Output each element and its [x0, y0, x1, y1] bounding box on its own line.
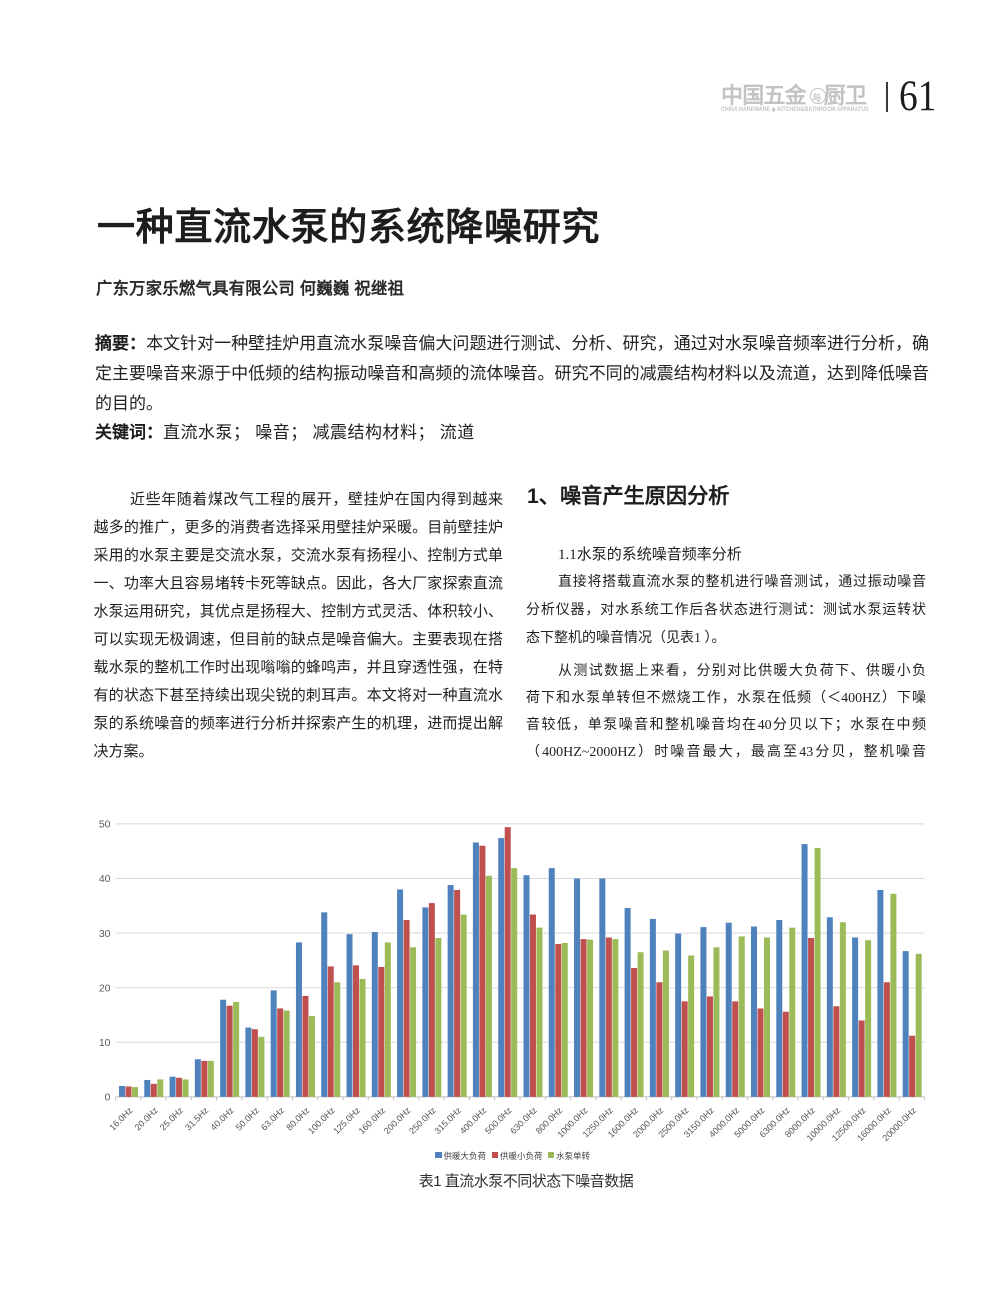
svg-text:50: 50 — [99, 819, 111, 831]
svg-text:50.0Hz: 50.0Hz — [234, 1105, 262, 1133]
svg-text:10: 10 — [99, 1037, 111, 1049]
svg-text:40.0Hz: 40.0Hz — [208, 1105, 236, 1133]
svg-text:0: 0 — [105, 1092, 111, 1104]
svg-text:25.0Hz: 25.0Hz — [158, 1105, 186, 1133]
svg-text:63.0Hz: 63.0Hz — [259, 1105, 287, 1133]
svg-text:30: 30 — [99, 928, 111, 940]
svg-text:16.0Hz: 16.0Hz — [107, 1105, 135, 1133]
svg-text:31.5Hz: 31.5Hz — [183, 1105, 211, 1133]
svg-text:20: 20 — [99, 982, 111, 994]
svg-text:20.0Hz: 20.0Hz — [133, 1105, 161, 1133]
svg-text:40: 40 — [99, 873, 111, 885]
